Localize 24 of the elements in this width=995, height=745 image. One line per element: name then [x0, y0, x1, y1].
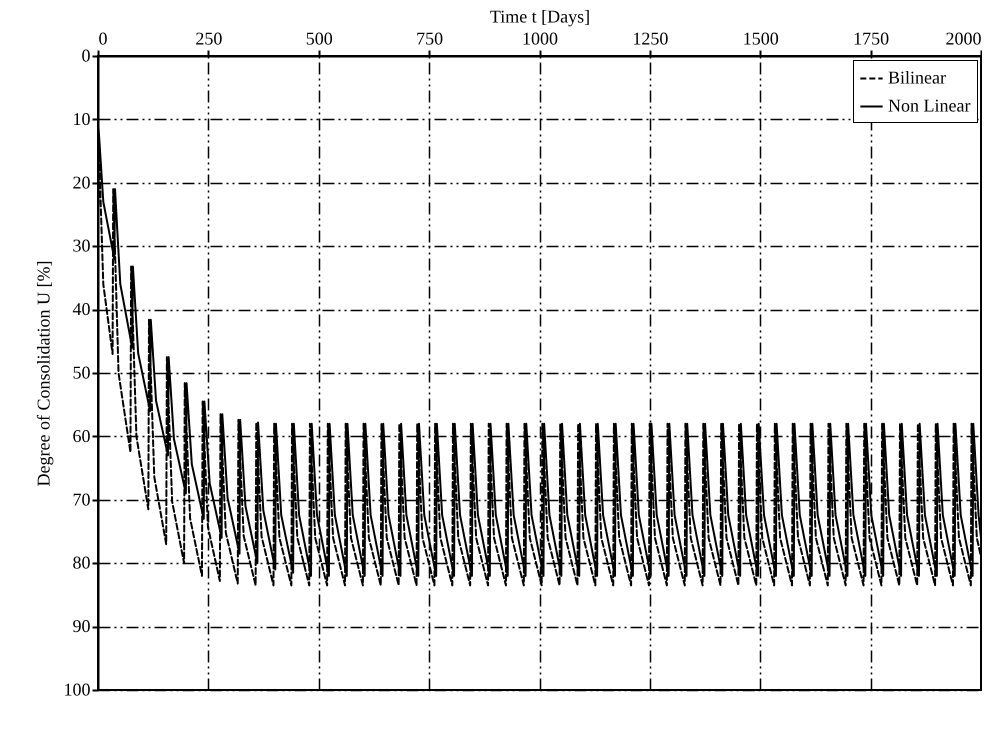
y-tick-label: 100: [64, 680, 90, 700]
y-tick-label: 60: [72, 426, 90, 446]
y-tick-label: 50: [72, 362, 90, 382]
x-tick-label: 750: [416, 28, 444, 48]
y-tick-label: 0: [82, 46, 90, 66]
x-tick-label: 0: [98, 28, 108, 48]
x-tick-label: 250: [195, 28, 222, 48]
y-tick-label: 80: [72, 552, 90, 573]
y-axis-title: Degree of Consolidation U [%]: [34, 260, 54, 486]
y-tick-label: 70: [72, 489, 90, 510]
legend-label: Non Linear: [888, 96, 970, 116]
y-tick-label: 10: [72, 108, 90, 129]
y-tick-label: 30: [72, 236, 90, 256]
x-tick-label: 1000: [522, 28, 558, 48]
y-tick-label: 40: [72, 299, 90, 320]
y-tick-label: 90: [72, 616, 90, 636]
x-tick-label: 2000: [946, 28, 982, 48]
legend-label: Bilinear: [888, 68, 946, 88]
x-axis-title: Time t [Days]: [490, 6, 590, 26]
y-tick-label: 20: [72, 172, 90, 192]
x-tick-label: 1500: [742, 28, 779, 48]
x-tick-label: 1250: [632, 28, 668, 48]
x-tick-label: 1750: [853, 28, 890, 48]
x-tick-label: 500: [306, 28, 333, 48]
